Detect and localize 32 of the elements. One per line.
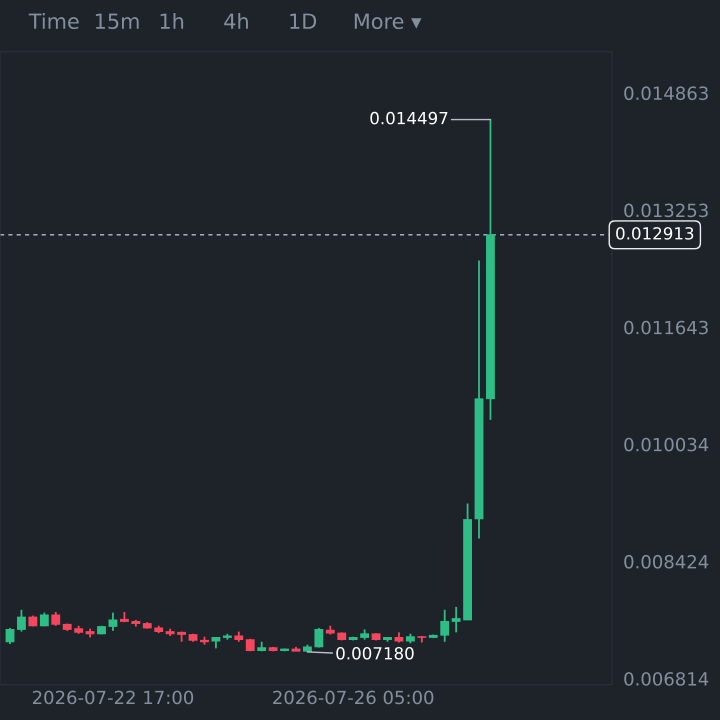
candlestick [440,608,450,643]
candlestick [234,630,244,643]
y-tick-label: 0.013253 [624,204,708,218]
candlestick [452,606,461,634]
candlestick [394,631,404,644]
candlestick [406,632,415,644]
y-tick-label: 0.011643 [624,320,708,334]
y-tick-label: 0.008424 [624,554,708,569]
candlestick [28,614,38,628]
ref-line-label: 0.012913 [616,227,694,240]
y-tick-label: 0.010034 [624,438,708,452]
annotation: 0.014497 [370,112,448,124]
text: 1h [160,12,184,29]
y-tick-label: 0.006814 [624,672,708,686]
candlestick [177,630,186,643]
candlestick [51,611,60,627]
text: 4h [224,12,248,29]
text: 15m [96,14,139,30]
annotation: 0.007180 [336,646,414,660]
x-tick-label: 2026-07-26 05:00 [273,690,434,704]
y-tick-label: 0.014863 [624,86,708,100]
candlestick [17,608,26,633]
candlestick [314,627,324,649]
text: 1D [290,14,316,29]
candlestick [360,628,370,641]
x-tick-label: 2026-07-22 17:00 [32,690,194,704]
candlestick [6,627,14,645]
candlestick [211,636,220,650]
candlestick [108,612,118,632]
text: Time [28,12,79,30]
candlestick [40,612,49,628]
text: More ▾ [354,14,422,30]
